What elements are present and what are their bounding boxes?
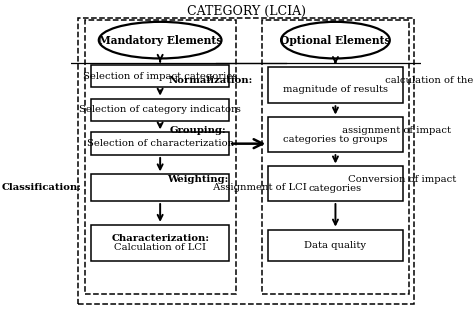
Text: CATEGORY (LCIA): CATEGORY (LCIA) <box>187 5 306 18</box>
Text: Mandatory Elements: Mandatory Elements <box>99 35 222 46</box>
FancyBboxPatch shape <box>91 132 229 155</box>
Text: Normalization:: Normalization: <box>169 76 253 85</box>
Text: Selection of characterization: Selection of characterization <box>87 139 234 148</box>
FancyBboxPatch shape <box>91 174 229 201</box>
Text: Assignment of LCI: Assignment of LCI <box>210 183 307 192</box>
Text: Classification:: Classification: <box>2 183 82 192</box>
FancyBboxPatch shape <box>268 166 403 201</box>
Text: Optional Elements: Optional Elements <box>280 35 391 46</box>
Ellipse shape <box>281 22 390 58</box>
Text: Selection of category indicators: Selection of category indicators <box>79 105 241 114</box>
Text: Characterization:: Characterization: <box>111 234 209 243</box>
Text: Selection of impact categories: Selection of impact categories <box>83 72 237 81</box>
FancyBboxPatch shape <box>268 118 403 152</box>
FancyBboxPatch shape <box>91 65 229 87</box>
Text: calculation of the: calculation of the <box>382 76 473 85</box>
FancyBboxPatch shape <box>91 225 229 261</box>
FancyBboxPatch shape <box>268 67 403 103</box>
Text: magnitude of results: magnitude of results <box>283 85 388 94</box>
Text: categories to groups: categories to groups <box>283 135 388 144</box>
Text: Weighting:: Weighting: <box>167 175 228 184</box>
Text: Data quality: Data quality <box>304 241 366 250</box>
Text: assignment of impact: assignment of impact <box>338 126 450 135</box>
Text: categories: categories <box>309 184 362 192</box>
Text: Calculation of LCI: Calculation of LCI <box>114 243 206 252</box>
FancyBboxPatch shape <box>91 99 229 121</box>
FancyBboxPatch shape <box>268 230 403 261</box>
Text: Grouping:: Grouping: <box>169 126 226 135</box>
Ellipse shape <box>99 22 221 58</box>
Text: Conversion of impact: Conversion of impact <box>346 175 457 184</box>
